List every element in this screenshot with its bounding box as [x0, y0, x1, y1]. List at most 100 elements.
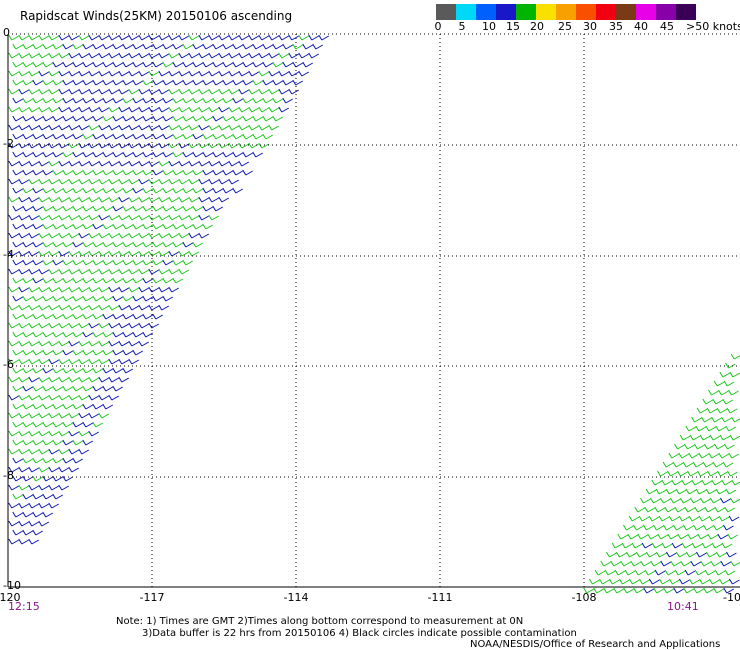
- wind-barb: [619, 578, 630, 585]
- wind-barb: [22, 331, 34, 338]
- wind-barb: [208, 160, 220, 167]
- legend-tick-label: 40: [634, 20, 648, 33]
- wind-barb: [8, 448, 20, 455]
- wind-barb: [718, 452, 730, 459]
- wind-barb: [172, 133, 184, 140]
- wind-barb: [691, 416, 702, 423]
- wind-barb: [108, 106, 120, 113]
- wind-barb: [92, 187, 104, 194]
- wind-barb: [118, 196, 130, 203]
- wind-barb: [12, 205, 24, 212]
- wind-barb: [8, 430, 20, 437]
- wind-barb: [88, 70, 100, 77]
- wind-barb: [108, 178, 120, 185]
- wind-barb: [122, 367, 134, 374]
- wind-barb: [142, 331, 154, 338]
- wind-barb: [22, 349, 34, 356]
- wind-barb: [298, 34, 310, 41]
- wind-barb: [58, 106, 70, 113]
- wind-barb: [52, 439, 64, 446]
- wind-barb: [108, 88, 120, 95]
- wind-barb: [12, 367, 24, 374]
- wind-barb: [724, 569, 736, 576]
- wind-barb: [82, 385, 94, 392]
- wind-barb: [28, 178, 40, 185]
- wind-barb: [122, 133, 134, 140]
- wind-barb: [118, 70, 130, 77]
- wind-barb: [42, 385, 54, 392]
- wind-barb: [178, 214, 190, 221]
- wind-barb: [128, 106, 140, 113]
- wind-barb: [636, 551, 647, 558]
- wind-barb: [242, 133, 254, 140]
- wind-barb: [28, 232, 40, 239]
- wind-barb: [102, 43, 114, 50]
- wind-barb: [188, 34, 200, 41]
- wind-barb: [102, 385, 114, 392]
- wind-barb: [718, 389, 729, 396]
- wind-barb: [138, 196, 150, 203]
- wind-barb: [208, 106, 220, 113]
- wind-barb: [288, 34, 300, 41]
- wind-barb: [594, 569, 606, 576]
- wind-barb: [158, 196, 170, 203]
- wind-barb: [710, 497, 721, 504]
- wind-barb: [218, 196, 230, 203]
- wind-barb: [42, 493, 54, 500]
- wind-barb: [92, 61, 104, 68]
- wind-barb: [132, 205, 144, 212]
- wind-barb: [292, 61, 304, 68]
- wind-barb: [42, 133, 54, 140]
- wind-barb: [98, 322, 110, 329]
- wind-barb: [28, 52, 40, 59]
- wind-barb: [148, 88, 160, 95]
- wind-barb: [242, 151, 254, 158]
- wind-barb: [711, 479, 723, 486]
- wind-barb: [172, 277, 184, 284]
- wind-barb: [52, 79, 64, 86]
- wind-barb: [12, 133, 24, 140]
- legend-color-block: [636, 4, 656, 20]
- wind-barb: [128, 70, 140, 77]
- wind-barb: [717, 533, 729, 540]
- wind-barb: [222, 187, 234, 194]
- wind-barb: [72, 169, 84, 176]
- wind-barb: [38, 286, 50, 293]
- wind-barb: [198, 214, 210, 221]
- wind-barb: [152, 169, 164, 176]
- wind-barb: [78, 358, 90, 365]
- wind-barb: [222, 97, 234, 104]
- wind-barb: [82, 43, 94, 50]
- wind-barb: [82, 403, 94, 410]
- wind-barb: [148, 232, 160, 239]
- legend-color-block: [576, 4, 596, 20]
- wind-barb: [172, 205, 184, 212]
- wind-barb: [12, 79, 24, 86]
- wind-barb: [691, 479, 703, 486]
- wind-barb: [148, 160, 160, 167]
- wind-barb: [18, 196, 30, 203]
- wind-barb: [152, 295, 164, 302]
- wind-barb: [142, 223, 154, 230]
- wind-barb: [268, 106, 280, 113]
- wind-barb: [28, 412, 40, 419]
- wind-barb: [623, 524, 634, 531]
- wind-barb: [122, 61, 134, 68]
- wind-barb: [12, 421, 24, 428]
- wind-barb: [683, 524, 694, 531]
- wind-barb: [162, 115, 174, 122]
- wind-barb: [92, 349, 104, 356]
- wind-barb: [32, 331, 44, 338]
- wind-barb: [42, 259, 54, 266]
- wind-barb: [629, 578, 640, 585]
- wind-barb: [152, 277, 164, 284]
- wind-barb: [68, 124, 80, 131]
- wind-barb: [634, 569, 646, 576]
- wind-barb: [98, 304, 110, 311]
- wind-barb: [628, 515, 640, 522]
- wind-barb: [22, 439, 34, 446]
- wind-barb: [58, 376, 70, 383]
- wind-barb: [78, 376, 90, 383]
- wind-barb: [22, 97, 34, 104]
- wind-barb: [8, 268, 20, 275]
